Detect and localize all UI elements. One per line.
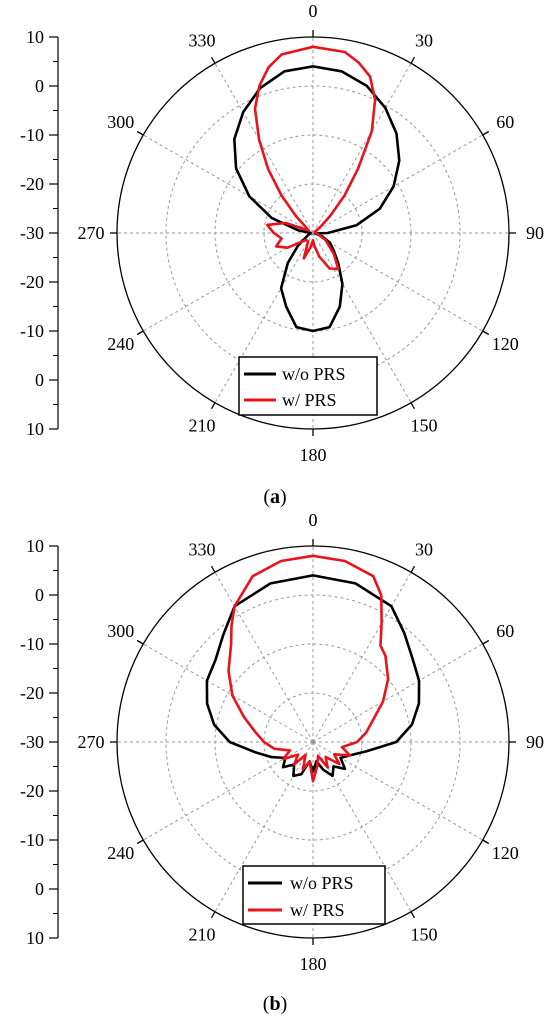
series-line-with-prs [253,45,377,271]
legend-a: w/o PRS w/ PRS [238,356,378,416]
legend-label-without-a: w/o PRS [282,364,346,384]
angle-label: 210 [189,415,216,435]
angle-label: 30 [415,31,433,51]
angle-label: 60 [496,112,514,132]
grid-spoke [312,572,412,743]
angle-tick [136,639,144,645]
radial-tick-label: -30 [20,223,44,243]
angle-label: 180 [300,445,327,465]
radial-tick-label: -20 [20,683,44,703]
series-line-without-prs [205,574,421,778]
angle-tick [210,56,216,64]
angle-tick [136,130,144,136]
angle-tick [482,639,490,645]
angle-label: 240 [107,843,134,863]
radial-tick-label: -30 [20,732,44,752]
radial-tick-label: -10 [20,125,44,145]
angle-label: 120 [492,334,519,354]
angle-labels-a: 0 30 60 90 120 150 180 210 240 270 300 330 [78,1,545,465]
angle-label: 300 [107,112,134,132]
angle-tick [482,130,490,136]
radial-tick-label: -10 [20,830,44,850]
grid-spoke [214,741,314,912]
angle-label: 90 [526,223,544,243]
radial-tick-label: 0 [35,370,44,390]
legend-label-with-b: w/ PRS [290,900,345,920]
grid-spoke [312,232,483,332]
angle-label: 150 [411,924,438,944]
angle-labels-b: 0 30 60 90 120 150 180 210 240 270 300 330 [78,510,545,974]
radial-tick-label: -20 [20,781,44,801]
grid-spoke [214,63,314,234]
angle-tick [410,911,416,919]
angle-label: 330 [189,540,216,560]
series-line-without-prs [233,65,401,333]
angle-tick [482,330,490,336]
angle-label: 270 [78,223,105,243]
grid-spoke [312,63,412,234]
angle-label: 0 [309,1,318,21]
radial-tick-label: 10 [26,536,44,556]
grid-spoke [143,232,314,332]
grid-spoke [312,643,483,743]
angle-tick [136,839,144,845]
caption-b: (b) [263,993,287,1015]
grid-spoke [312,741,483,841]
series-group-b [205,554,421,783]
legend-label-without-b: w/o PRS [290,873,354,893]
radial-tick-label: 0 [35,585,44,605]
angle-tick [410,565,416,573]
angle-label: 240 [107,334,134,354]
series-line-with-prs [227,554,390,783]
radial-axis-b: 10 0 -10 -20 -30 -20 -10 0 10 [20,536,59,948]
angle-tick [210,402,216,410]
radial-tick-label: 10 [26,928,44,948]
legend-box-a [238,356,378,416]
grid-spoke [312,741,412,912]
caption-a: (a) [263,486,286,508]
radial-tick-label: -10 [20,321,44,341]
radial-tick-label: 10 [26,419,44,439]
polar-grid-a [110,30,516,436]
angle-label: 270 [78,732,105,752]
grid-spoke [214,572,314,743]
angle-label: 60 [496,621,514,641]
radial-axis-a: 10 0 -10 -20 -30 -20 -10 0 10 [20,27,59,439]
radial-tick-label: 0 [35,879,44,899]
angle-tick [410,402,416,410]
polar-chart-a: 0 30 60 90 120 150 180 210 240 270 300 330 10 0 -10 -2… [20,1,544,508]
angle-tick [210,911,216,919]
angle-tick [136,330,144,336]
angle-label: 150 [411,415,438,435]
radial-tick-label: 10 [26,27,44,47]
angle-tick [482,839,490,845]
angle-tick [410,56,416,64]
legend-b: w/o PRS w/ PRS [242,865,386,925]
legend-box-b [242,865,386,925]
angle-label: 180 [300,954,327,974]
angle-label: 30 [415,540,433,560]
series-group-a [233,45,401,333]
grid-spoke [214,232,314,403]
radial-tick-label: 0 [35,76,44,96]
angle-label: 120 [492,843,519,863]
angle-label: 0 [309,510,318,530]
angle-label: 90 [526,732,544,752]
angle-label: 210 [189,924,216,944]
angle-tick [210,565,216,573]
grid-spoke [312,134,483,234]
angle-label: 300 [107,621,134,641]
radial-tick-label: -20 [20,272,44,292]
grid-spoke [143,134,314,234]
polar-chart-b: 0 30 60 90 120 150 180 210 240 270 300 330 10 0 -10 -2… [20,510,544,1015]
grid-spoke [312,232,412,403]
radial-tick-label: -20 [20,174,44,194]
legend-label-with-a: w/ PRS [282,390,337,410]
radial-tick-label: -10 [20,634,44,654]
grid-spoke [143,643,314,743]
polar-grid-b [110,539,516,945]
angle-label: 330 [189,31,216,51]
